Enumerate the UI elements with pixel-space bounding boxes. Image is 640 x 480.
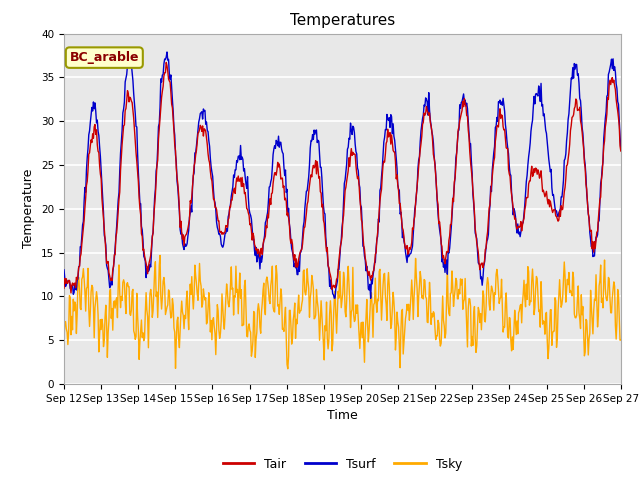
Title: Temperatures: Temperatures	[290, 13, 395, 28]
Y-axis label: Temperature: Temperature	[22, 169, 35, 249]
Legend: Tair, Tsurf, Tsky: Tair, Tsurf, Tsky	[218, 453, 467, 476]
X-axis label: Time: Time	[327, 409, 358, 422]
Text: BC_arable: BC_arable	[70, 51, 139, 64]
